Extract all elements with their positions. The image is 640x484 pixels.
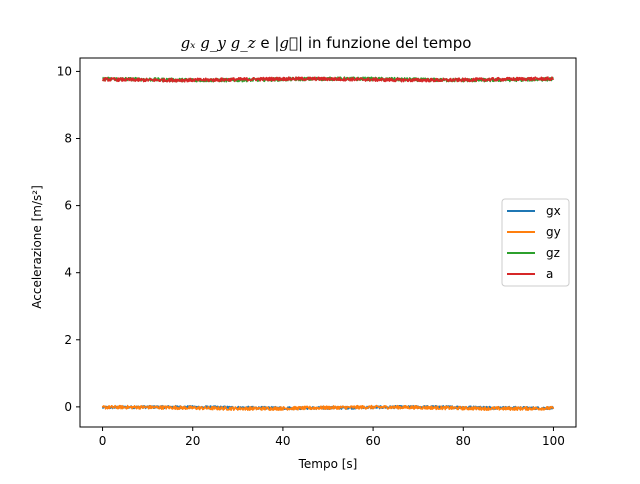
legend-label-gz: gz	[546, 246, 560, 260]
title-abs-g-part: |g⃗|	[274, 34, 303, 52]
y-tick-label: 4	[64, 266, 72, 280]
y-tick-label: 0	[64, 400, 72, 414]
legend-label-gy: gy	[546, 225, 561, 239]
title-rest-part: in funzione del tempo	[303, 34, 471, 52]
legend-box	[501, 198, 570, 287]
legend-label-a: a	[546, 267, 553, 281]
chart-title: gₓ g_y g_z e |g⃗| in funzione del tempo	[181, 34, 472, 52]
y-axis-label: Accelerazione [m/s²]	[30, 185, 44, 309]
x-tick-label: 0	[99, 434, 107, 448]
series-line-gy	[101, 404, 555, 412]
x-tick-label: 20	[185, 434, 200, 448]
ticks-layer: 0 20 40 60 80 100 0 2 4 6 8 10	[57, 64, 565, 448]
x-tick-label: 60	[365, 434, 380, 448]
axes-layer	[79, 57, 577, 428]
legend: gx gy gz a	[501, 198, 570, 287]
title-e-part: e	[256, 34, 275, 52]
y-tick-label: 8	[64, 132, 72, 146]
y-tick-label: 6	[64, 199, 72, 213]
plot-frame	[79, 57, 577, 428]
series-line-a	[101, 76, 555, 83]
x-tick-label: 40	[275, 434, 290, 448]
title-math-part: gₓ g_y g_z	[181, 34, 256, 52]
x-tick-label: 100	[542, 434, 565, 448]
legend-label-gx: gx	[546, 204, 561, 218]
x-tick-label: 80	[456, 434, 471, 448]
y-tick-label: 10	[57, 64, 72, 78]
x-axis-label: Tempo [s]	[298, 457, 358, 471]
legend-items: gx gy gz a	[507, 204, 561, 281]
y-tick-label: 2	[64, 333, 72, 347]
series-layer	[101, 76, 555, 412]
